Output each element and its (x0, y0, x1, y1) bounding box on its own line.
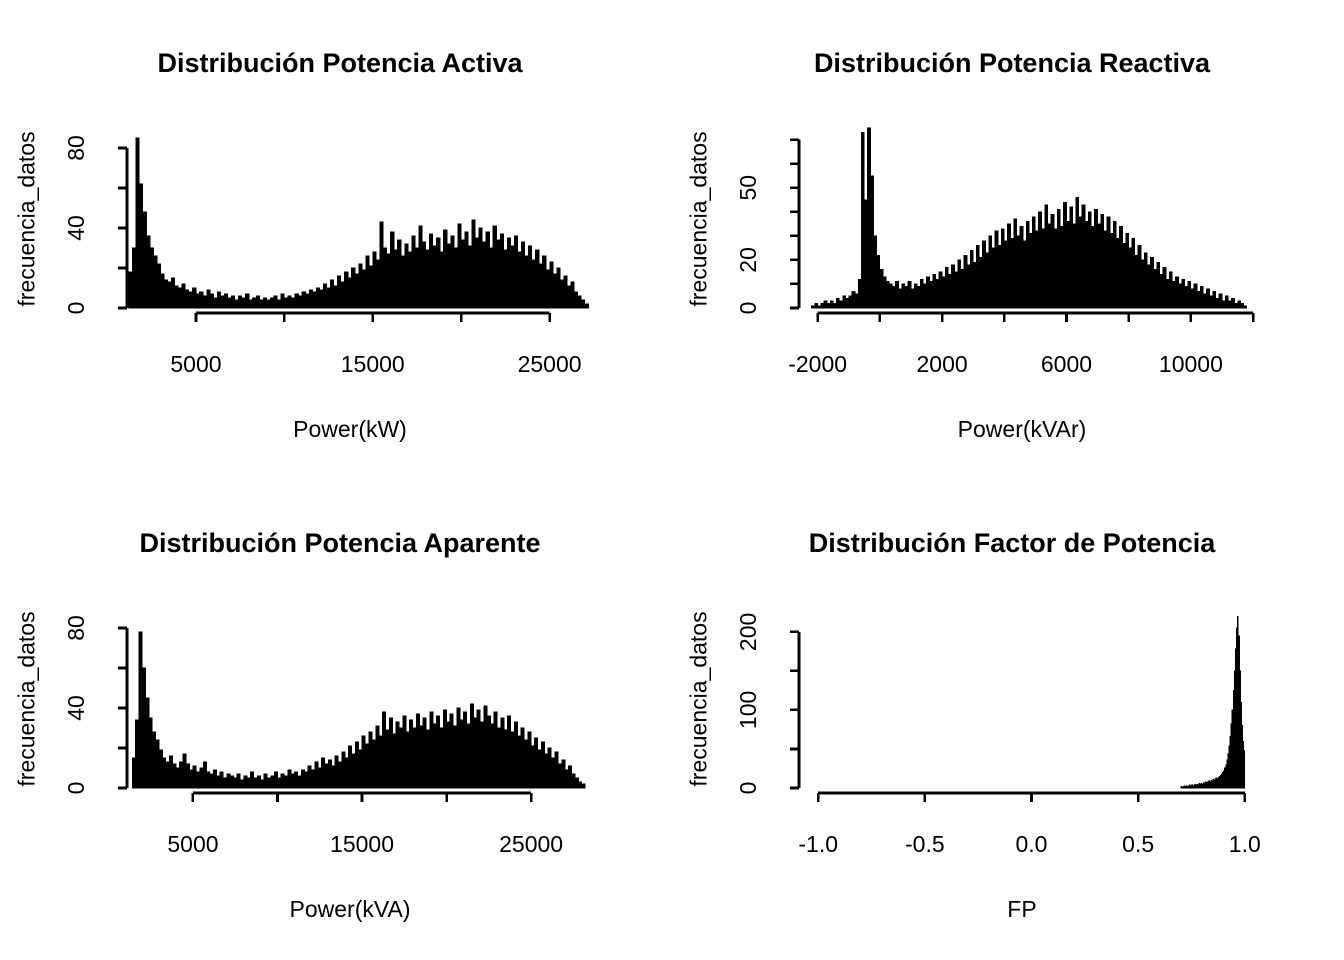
chart-title: Distribución Potencia Reactiva (813, 48, 1211, 78)
x-axis-title: Power(kVA) (289, 896, 411, 922)
histogram-plot-activa: 5000 15000 25000 0 40 80 (63, 135, 589, 377)
histogram-plot-aparente: 5000 15000 25000 0 40 80 (63, 615, 586, 857)
svg-text:80: 80 (63, 615, 89, 641)
svg-text:40: 40 (63, 215, 89, 241)
svg-text:10000: 10000 (1159, 351, 1223, 377)
svg-text:20: 20 (735, 247, 761, 273)
svg-text:6000: 6000 (1041, 351, 1092, 377)
svg-text:0.5: 0.5 (1122, 831, 1154, 857)
x-axis-title: Power(kW) (293, 416, 407, 442)
svg-text:5000: 5000 (170, 351, 221, 377)
svg-text:-0.5: -0.5 (905, 831, 945, 857)
svg-text:0: 0 (63, 302, 89, 315)
x-axis-title: Power(kVAr) (957, 416, 1087, 442)
histogram-plot-reactiva: -2000 2000 6000 10000 0 20 50 (735, 127, 1255, 377)
panel-potencia-reactiva: Distribución Potencia Reactiva frecuenci… (672, 0, 1344, 480)
svg-text:0.0: 0.0 (1016, 831, 1048, 857)
svg-text:50: 50 (735, 175, 761, 201)
x-axis-title: FP (1007, 896, 1037, 922)
panel-factor-potencia: Distribución Factor de Potencia frecuenc… (672, 480, 1344, 960)
svg-text:15000: 15000 (341, 351, 405, 377)
svg-text:-2000: -2000 (788, 351, 847, 377)
svg-text:25000: 25000 (518, 351, 582, 377)
svg-text:80: 80 (63, 135, 89, 161)
chart-title: Distribución Factor de Potencia (808, 528, 1216, 558)
histogram-plot-fp: -1.0 -0.5 0.0 0.5 1.0 0 100 200 (735, 613, 1261, 857)
svg-text:25000: 25000 (499, 831, 563, 857)
svg-text:5000: 5000 (167, 831, 218, 857)
svg-text:-1.0: -1.0 (798, 831, 838, 857)
panel-potencia-aparente: Distribución Potencia Aparente frecuenci… (0, 480, 672, 960)
chart-title: Distribución Potencia Activa (157, 48, 523, 78)
svg-text:100: 100 (735, 691, 761, 729)
svg-text:40: 40 (63, 695, 89, 721)
svg-text:200: 200 (735, 613, 761, 651)
svg-text:0: 0 (735, 782, 761, 795)
panel-potencia-activa: Distribución Potencia Activa frecuencia_… (0, 0, 672, 480)
svg-text:1.0: 1.0 (1229, 831, 1261, 857)
svg-text:2000: 2000 (916, 351, 967, 377)
svg-text:0: 0 (63, 782, 89, 795)
svg-text:15000: 15000 (330, 831, 394, 857)
chart-title: Distribución Potencia Aparente (139, 528, 541, 558)
svg-text:0: 0 (735, 302, 761, 315)
